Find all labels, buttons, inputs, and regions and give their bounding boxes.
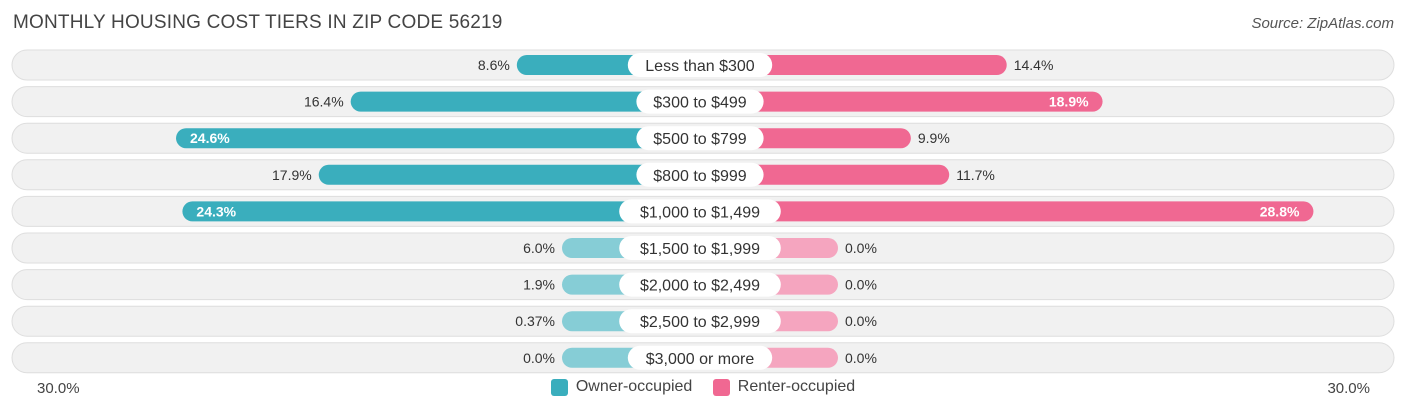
category-label: $1,500 to $1,999	[640, 241, 760, 258]
renter-value-label: 14.4%	[1014, 57, 1054, 73]
legend: Owner-occupied Renter-occupied	[0, 378, 1406, 401]
category-label: $3,000 or more	[646, 351, 755, 368]
renter-value-label: 9.9%	[918, 130, 950, 146]
legend-renter-swatch	[712, 378, 730, 396]
renter-value-label: 0.0%	[845, 350, 877, 366]
category-pill	[636, 162, 764, 187]
owner-bar	[176, 128, 700, 149]
legend-owner: Owner-occupied	[550, 378, 693, 396]
renter-value-label: 0.0%	[845, 277, 877, 293]
category-label: $2,500 to $2,999	[640, 314, 760, 331]
renter-bar	[700, 201, 1314, 222]
legend-renter-label: Renter-occupied	[737, 378, 856, 395]
legend-renter: Renter-occupied	[712, 378, 856, 396]
owner-value-label: 17.9%	[272, 167, 312, 183]
category-label: $300 to $499	[653, 95, 747, 112]
legend-owner-label: Owner-occupied	[575, 378, 693, 395]
owner-value-label: 0.37%	[515, 313, 555, 329]
axis-right-label: 30.0%	[1327, 380, 1370, 397]
category-pill	[636, 89, 764, 114]
owner-bar	[318, 164, 700, 185]
chart-title: MONTHLY HOUSING COST TIERS IN ZIP CODE 5…	[13, 12, 503, 33]
owner-value-label: 1.9%	[523, 277, 555, 293]
category-pill	[627, 345, 773, 370]
category-label: $2,000 to $2,499	[640, 278, 760, 295]
owner-value-label: 24.6%	[190, 130, 230, 146]
category-pill	[619, 199, 781, 224]
category-label: Less than $300	[645, 58, 755, 75]
owner-value-label: 6.0%	[523, 240, 555, 256]
renter-bar	[700, 55, 1007, 75]
legend-owner-swatch	[550, 378, 568, 396]
renter-value-label: 0.0%	[845, 313, 877, 329]
owner-value-label: 24.3%	[196, 203, 236, 219]
owner-value-label: 8.6%	[478, 57, 510, 73]
renter-value-label: 0.0%	[845, 240, 877, 256]
category-label: $1,000 to $1,499	[640, 204, 760, 221]
renter-value-label: 11.7%	[956, 167, 995, 183]
source-label: Source: ZipAtlas.com	[1251, 15, 1394, 32]
owner-value-label: 16.4%	[304, 94, 344, 110]
axis-left-label: 30.0%	[37, 380, 80, 397]
renter-bar	[700, 91, 1103, 112]
owner-bar	[182, 201, 700, 222]
category-pill	[627, 53, 773, 77]
category-label: $800 to $999	[653, 168, 747, 185]
owner-bar	[350, 91, 700, 112]
category-pill	[619, 236, 781, 260]
owner-value-label: 0.0%	[523, 350, 555, 366]
renter-value-label: 28.8%	[1260, 203, 1300, 219]
category-label: $500 to $799	[653, 131, 747, 148]
renter-value-label: 18.9%	[1049, 94, 1089, 110]
category-pill	[619, 272, 781, 297]
category-pill	[636, 126, 764, 151]
category-pill	[619, 309, 781, 334]
